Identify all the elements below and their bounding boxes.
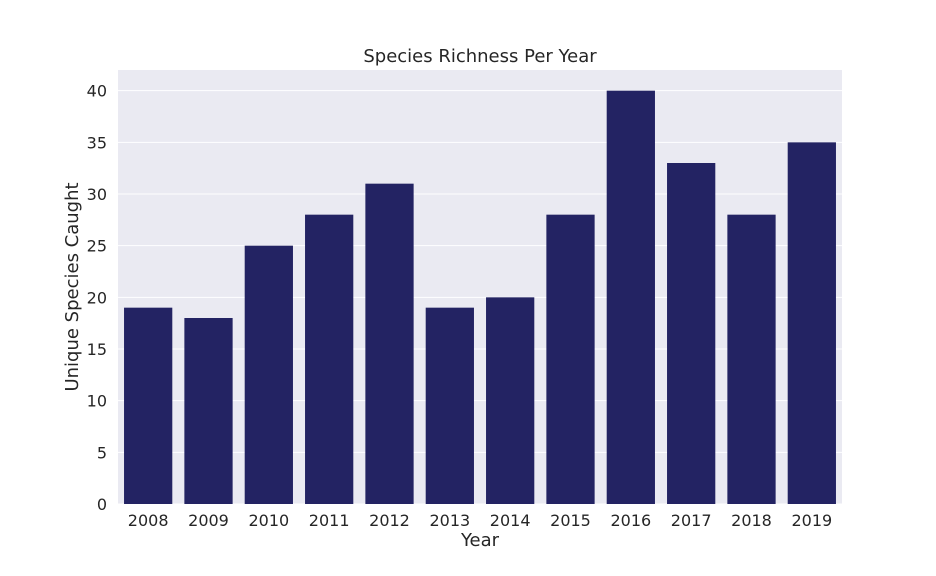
x-tick-label: 2013 [429, 511, 470, 530]
y-tick-label: 5 [97, 443, 107, 462]
y-tick-label: 20 [87, 288, 107, 307]
y-tick-label: 25 [87, 237, 107, 256]
x-tick-label: 2008 [128, 511, 169, 530]
x-tick-label: 2015 [550, 511, 591, 530]
bar-2010 [244, 245, 293, 504]
bar-2009 [184, 318, 233, 504]
x-tick-label: 2018 [731, 511, 772, 530]
y-tick-label: 15 [87, 340, 107, 359]
bar-2011 [305, 214, 354, 504]
x-tick-label: 2016 [610, 511, 651, 530]
y-tick-label: 40 [87, 82, 107, 101]
grid-lines [118, 90, 842, 505]
x-tick-label: 2017 [671, 511, 712, 530]
bar-2013 [425, 307, 474, 504]
bar-2014 [486, 297, 535, 504]
y-tick-labels: 0 5 10 15 20 25 30 35 40 [87, 82, 107, 514]
x-axis-label: Year [460, 530, 500, 551]
y-tick-label: 0 [97, 495, 107, 514]
x-tick-label: 2012 [369, 511, 410, 530]
y-axis-label: Unique Species Caught [62, 182, 83, 391]
x-tick-label: 2009 [188, 511, 229, 530]
bar-2019 [787, 142, 836, 505]
x-tick-label: 2011 [309, 511, 350, 530]
y-tick-label: 35 [87, 133, 107, 152]
x-tick-label: 2010 [248, 511, 289, 530]
chart-title: Species Richness Per Year [363, 46, 597, 67]
y-tick-label: 10 [87, 392, 107, 411]
bar-2012 [365, 183, 414, 504]
x-tick-label: 2019 [791, 511, 832, 530]
bar-2018 [727, 214, 776, 504]
bar-2008 [124, 307, 173, 504]
y-tick-label: 30 [87, 185, 107, 204]
bar-2017 [667, 163, 716, 504]
bar-2015 [546, 214, 595, 504]
bars [124, 90, 836, 505]
bar-2016 [606, 90, 655, 505]
x-tick-labels: 2008 2009 2010 2011 2012 2013 2014 2015 2016 2017… [128, 511, 832, 530]
x-tick-label: 2014 [490, 511, 531, 530]
